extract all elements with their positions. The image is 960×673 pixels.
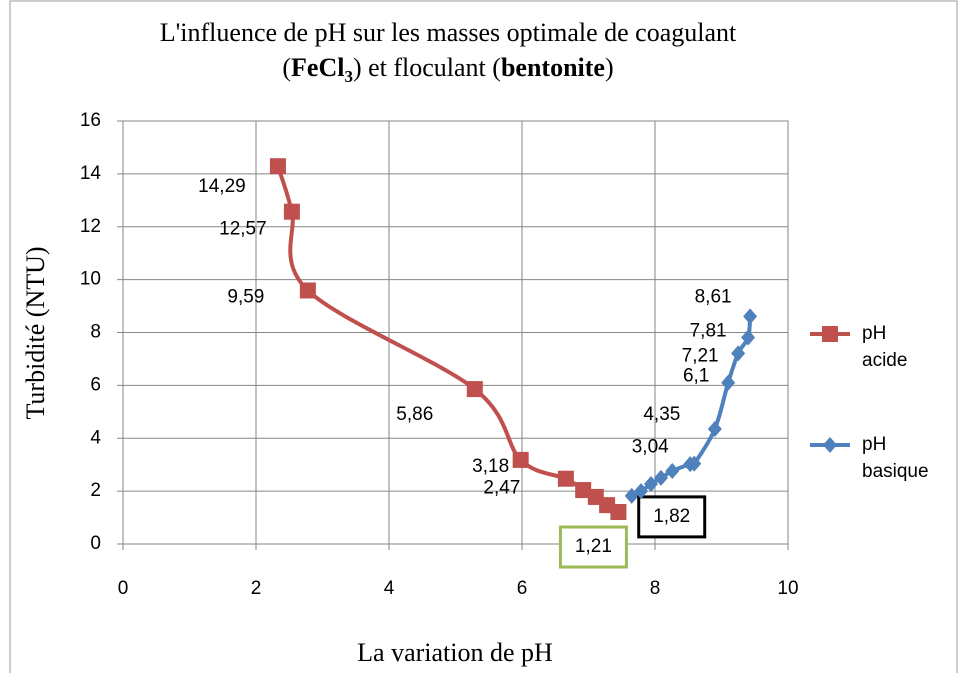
data-point	[610, 504, 627, 521]
label-box	[558, 525, 628, 569]
x-tick-label: 0	[118, 578, 129, 599]
chart-title: L'influence de pH sur les masses optimal…	[160, 18, 737, 47]
x-tick-label: 10	[777, 578, 798, 599]
label-box	[637, 495, 707, 539]
data-label: 9,59	[227, 286, 264, 307]
data-point	[269, 158, 286, 175]
x-tick-label: 6	[517, 578, 528, 599]
data-point	[283, 203, 300, 220]
y-tick-label: 12	[80, 216, 101, 237]
data-point	[721, 374, 736, 391]
title-part: ) et floculant (	[353, 53, 501, 82]
x-tick-label: 8	[650, 578, 661, 599]
data-label: 14,29	[198, 176, 246, 197]
data-label: 2,47	[483, 478, 520, 499]
data-point	[299, 282, 316, 299]
data-point	[707, 420, 722, 437]
data-point	[512, 451, 529, 468]
title-part: FeCl	[291, 53, 344, 82]
data-point	[653, 469, 668, 486]
chart-frame	[9, 0, 958, 673]
title-part: )	[605, 53, 614, 82]
data-point	[665, 463, 680, 480]
data-label: 3,04	[632, 437, 669, 458]
data-point	[466, 381, 483, 398]
data-point	[687, 455, 702, 472]
y-tick-label: 10	[80, 269, 101, 290]
series-line	[276, 165, 620, 514]
data-label: 4,35	[643, 404, 680, 425]
y-tick-label: 0	[90, 533, 101, 554]
legend-marker	[823, 437, 837, 453]
legend-label: pH acide	[862, 323, 908, 371]
data-label: 1,21	[575, 536, 612, 557]
y-tick-label: 14	[80, 163, 102, 184]
legend-marker	[822, 326, 838, 342]
data-point	[557, 470, 574, 487]
data-point	[575, 482, 592, 499]
title-part: bentonite	[501, 53, 605, 82]
chart-title: (FeCl3) et floculant (bentonite)	[282, 53, 613, 86]
data-point	[634, 483, 649, 500]
title-part: (	[282, 53, 291, 82]
data-label: 5,86	[396, 404, 433, 425]
y-axis-label: Turbidité (NTU)	[21, 246, 50, 419]
x-tick-label: 2	[251, 578, 262, 599]
y-tick-label: 2	[90, 480, 101, 501]
x-axis-label: La variation de pH	[357, 638, 553, 667]
x-tick-label: 4	[384, 578, 395, 599]
data-point	[741, 329, 756, 346]
data-label: 6,1	[683, 366, 709, 387]
y-tick-label: 4	[90, 427, 101, 448]
data-label: 7,21	[682, 345, 719, 366]
data-label: 3,18	[472, 456, 509, 477]
legend-label: pH basique	[862, 434, 929, 482]
data-label: 8,61	[695, 286, 732, 307]
data-label: 7,81	[690, 321, 727, 342]
data-point	[644, 475, 659, 492]
data-label: 12,57	[219, 219, 267, 240]
y-tick-label: 8	[90, 322, 101, 343]
data-point	[743, 308, 758, 325]
y-tick-label: 6	[90, 374, 101, 395]
data-label: 1,82	[653, 506, 690, 527]
y-tick-label: 16	[80, 110, 101, 131]
data-point	[731, 345, 746, 362]
title-part: 3	[344, 67, 353, 86]
